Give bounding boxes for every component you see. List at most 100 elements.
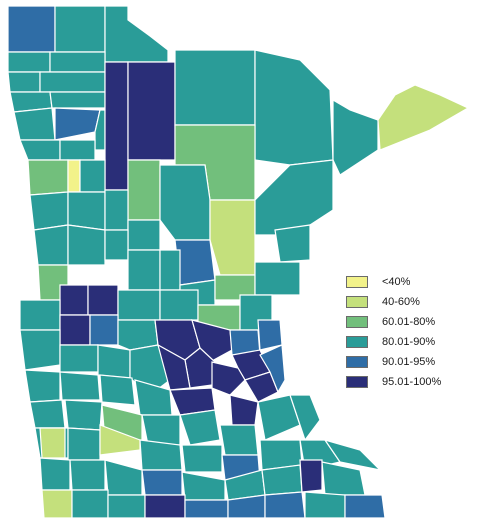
county-shape — [219, 424, 259, 456]
legend-item: 80.01-90% — [346, 332, 476, 352]
legend-item: 90.01-95% — [346, 352, 476, 372]
county-shape — [89, 314, 119, 346]
county-shape — [41, 489, 73, 519]
county-shape — [191, 319, 233, 363]
county-shape — [159, 289, 199, 321]
county-shape — [67, 159, 81, 193]
county-shape — [59, 314, 91, 346]
county-shape — [259, 344, 286, 394]
county-shape — [67, 191, 106, 231]
county-shape — [184, 499, 229, 519]
county-shape — [104, 5, 169, 63]
legend-swatch — [346, 356, 368, 368]
county-shape — [127, 61, 176, 161]
legend-label: 90.01-95% — [382, 356, 436, 368]
county-shape — [107, 494, 146, 519]
county-shape — [29, 191, 69, 231]
county-shape — [174, 49, 256, 126]
county-shape — [104, 61, 129, 191]
legend-label: <40% — [382, 276, 411, 288]
county-shape — [117, 289, 161, 321]
county-shape — [159, 249, 181, 291]
county-shape — [7, 71, 41, 93]
legend-swatch — [346, 296, 368, 308]
county-shape — [71, 489, 109, 519]
county-shape — [59, 344, 99, 373]
county-shape — [29, 399, 66, 429]
county-shape — [99, 374, 136, 406]
legend-item: 95.01-100% — [346, 372, 476, 392]
county-shape — [254, 159, 334, 236]
county-shape — [323, 438, 382, 471]
county-shape — [229, 394, 259, 426]
county-shape — [209, 199, 256, 276]
legend-swatch — [346, 376, 368, 388]
county-shape — [257, 319, 283, 351]
county-shape — [144, 494, 186, 519]
county-shape — [64, 399, 103, 431]
county-shape — [39, 71, 106, 93]
county-shape — [261, 464, 303, 496]
county-shape — [104, 459, 143, 496]
county-shape — [127, 249, 161, 291]
county-shape — [157, 343, 191, 391]
county-shape — [104, 189, 129, 231]
county-shape — [94, 109, 106, 151]
county-shape — [299, 459, 323, 493]
county-shape — [49, 51, 106, 73]
county-shape — [254, 261, 301, 296]
county-shape — [54, 107, 101, 141]
legend-swatch — [346, 336, 368, 348]
county-shape — [274, 224, 311, 263]
county-shape — [49, 91, 106, 109]
legend-label: 80.01-90% — [382, 336, 436, 348]
county-shape — [59, 139, 96, 161]
county-shape — [39, 457, 71, 491]
county-shape — [99, 424, 141, 456]
county-shape — [127, 159, 161, 221]
county-shape — [127, 219, 161, 251]
county-shape — [87, 284, 119, 316]
legend-item: 60.01-80% — [346, 312, 476, 332]
county-shape — [13, 107, 56, 141]
county-shape — [289, 394, 321, 442]
legend-swatch — [346, 316, 368, 328]
county-shape — [59, 371, 101, 401]
legend-label: 95.01-100% — [382, 376, 442, 388]
county-shape — [159, 164, 211, 241]
county-shape — [304, 491, 346, 519]
county-shape — [97, 344, 131, 379]
county-shape — [332, 98, 379, 176]
county-shape — [39, 427, 66, 459]
county-shape — [344, 494, 386, 519]
county-shape — [67, 224, 106, 266]
county-shape — [181, 444, 223, 473]
county-shape — [184, 347, 216, 389]
county-shape — [59, 284, 89, 316]
county-shape — [27, 159, 69, 196]
county-layer — [7, 5, 470, 519]
county-shape — [19, 299, 61, 331]
county-shape — [141, 469, 183, 496]
legend-label: 60.01-80% — [382, 316, 436, 328]
county-shape — [179, 409, 221, 446]
county-shape — [54, 5, 106, 53]
legend-item: <40% — [346, 272, 476, 292]
county-shape — [174, 239, 216, 286]
county-shape — [321, 461, 366, 496]
county-shape — [134, 379, 173, 416]
county-shape — [24, 369, 61, 403]
county-shape — [139, 439, 183, 471]
legend-item: 40-60% — [346, 292, 476, 312]
county-shape — [19, 139, 61, 161]
county-shape — [19, 329, 61, 371]
county-shape — [33, 224, 69, 266]
legend-label: 40-60% — [382, 296, 420, 308]
county-shape — [254, 49, 334, 166]
county-shape — [67, 427, 101, 461]
county-shape — [7, 51, 51, 73]
county-shape — [79, 159, 106, 193]
legend-swatch — [346, 276, 368, 288]
county-shape — [104, 229, 129, 261]
